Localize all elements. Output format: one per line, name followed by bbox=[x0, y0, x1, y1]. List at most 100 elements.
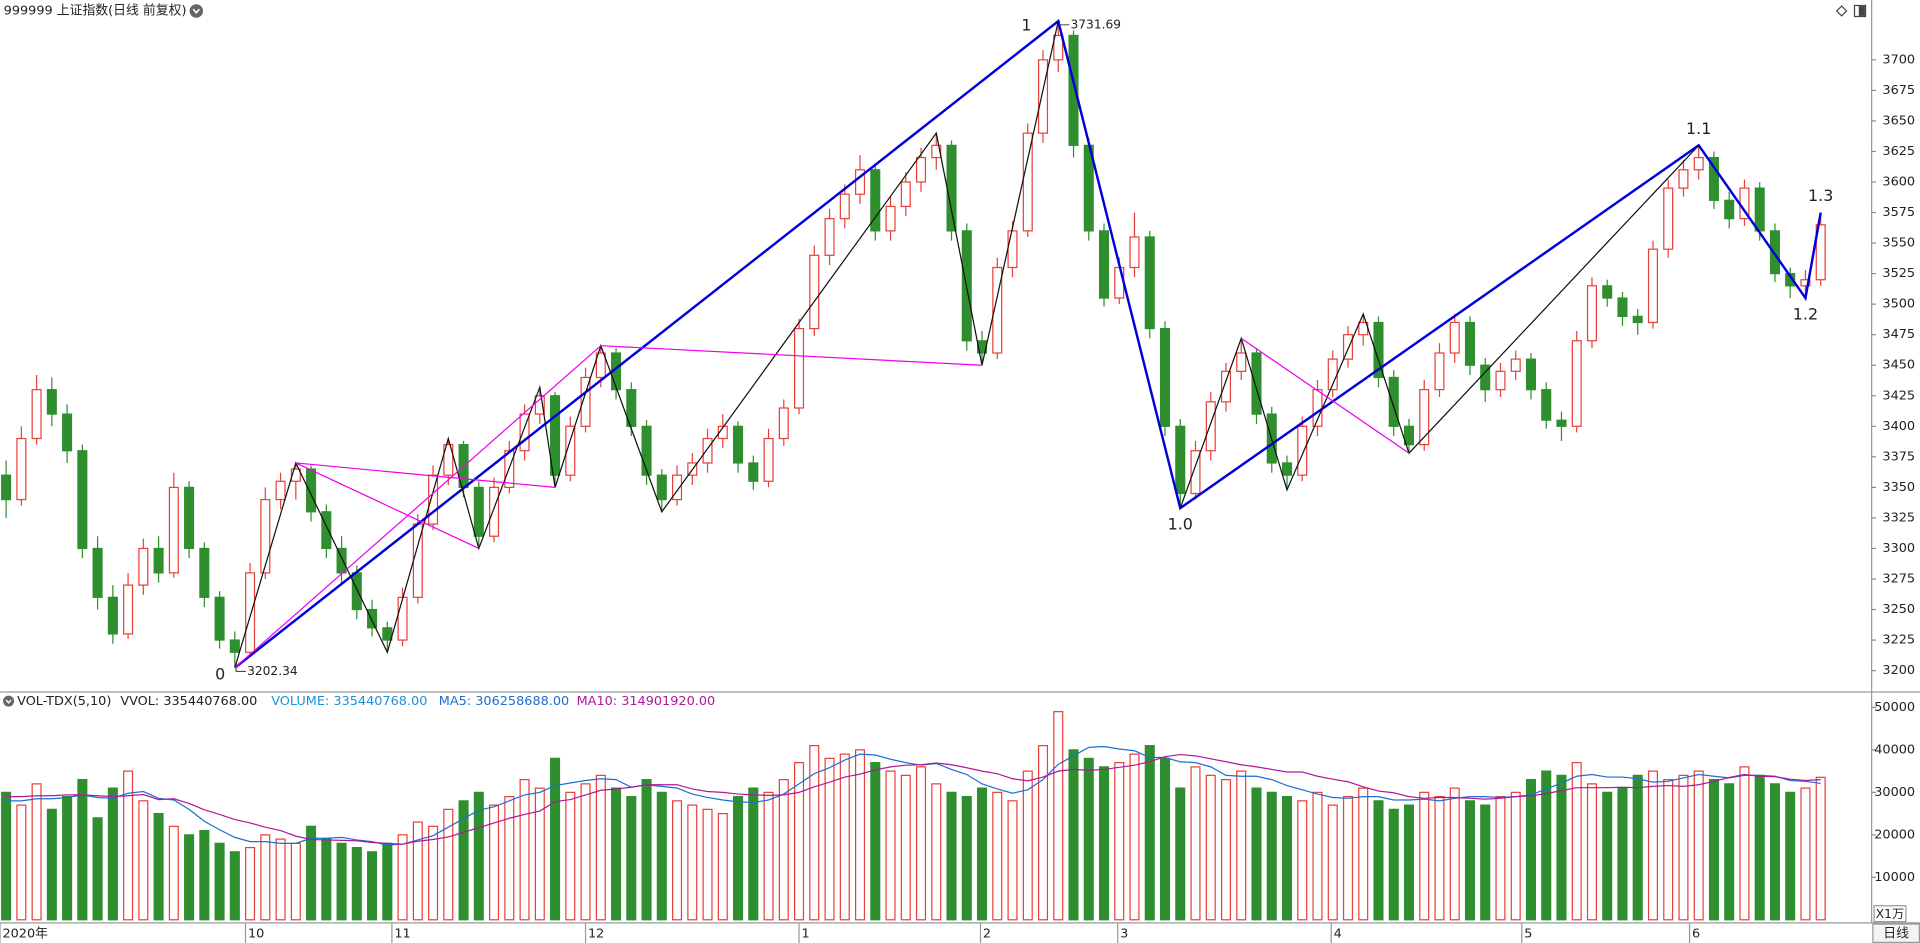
volume-bar bbox=[428, 825, 439, 921]
volume-bar bbox=[1724, 783, 1735, 921]
candle-body bbox=[1586, 285, 1598, 342]
dropdown-arrow[interactable] bbox=[5, 699, 12, 705]
volume-bar bbox=[733, 795, 744, 921]
volume-bar bbox=[412, 821, 423, 921]
candle-body bbox=[1190, 450, 1201, 495]
volume-bar bbox=[763, 791, 774, 921]
wave-label: 0 bbox=[215, 665, 225, 684]
volume-bar bbox=[306, 825, 317, 921]
volume-bar bbox=[748, 787, 759, 921]
volume-bar bbox=[1525, 779, 1537, 921]
volume-bar bbox=[1, 791, 12, 921]
volume-bar bbox=[626, 795, 637, 921]
y-tick-label: 3250 bbox=[1882, 602, 1915, 617]
candle-body bbox=[1419, 389, 1430, 446]
volume-bar bbox=[382, 842, 393, 921]
volume-bar bbox=[824, 757, 835, 921]
indicator-value: VVOL: 335440768.00 bbox=[120, 694, 257, 709]
volume-bar bbox=[687, 804, 698, 921]
volume-bar bbox=[854, 749, 866, 921]
candle-body bbox=[473, 486, 484, 537]
volume-bar bbox=[946, 791, 957, 921]
candle-body bbox=[1388, 376, 1399, 427]
dropdown-circle[interactable] bbox=[189, 4, 204, 18]
volume-bar bbox=[1297, 800, 1308, 921]
candle-body bbox=[1708, 156, 1719, 201]
candle-body bbox=[428, 474, 439, 525]
volume-bar bbox=[153, 812, 164, 921]
volume-bar bbox=[1129, 753, 1140, 921]
volume-bar bbox=[1678, 774, 1689, 921]
candle-body bbox=[519, 413, 530, 452]
period-button-label[interactable]: 日线 bbox=[1883, 926, 1909, 941]
volume-bar bbox=[16, 804, 27, 921]
title-dropdown[interactable] bbox=[189, 4, 204, 18]
candle-body bbox=[550, 395, 561, 476]
volume-bar bbox=[611, 787, 622, 921]
candle-body bbox=[290, 468, 301, 482]
y-tick-label: 3625 bbox=[1882, 144, 1915, 159]
candle-body bbox=[1236, 352, 1247, 372]
volume-bar bbox=[717, 812, 728, 921]
volume-bar bbox=[885, 770, 896, 921]
volume-bar bbox=[1602, 791, 1613, 921]
candle-body bbox=[1007, 230, 1018, 269]
candle-body bbox=[992, 266, 1003, 354]
candle-body bbox=[138, 547, 149, 586]
candle-body bbox=[626, 389, 637, 427]
volume-bar bbox=[504, 795, 515, 921]
x-tick-label: 2 bbox=[983, 926, 991, 941]
window-icon[interactable] bbox=[1853, 4, 1867, 18]
volume-bar bbox=[1175, 787, 1186, 921]
candle-body bbox=[580, 376, 591, 427]
volume-bar bbox=[229, 851, 240, 921]
volume-bar bbox=[534, 787, 545, 921]
candle-body bbox=[46, 389, 57, 415]
candle-body bbox=[931, 144, 942, 159]
candle-body bbox=[595, 352, 606, 379]
candle-body bbox=[1800, 279, 1811, 287]
candle-body bbox=[870, 169, 881, 232]
dropdown-circle[interactable] bbox=[3, 695, 15, 707]
candle-body bbox=[824, 218, 835, 256]
candle-body bbox=[168, 486, 179, 574]
volume-bar bbox=[1708, 779, 1719, 921]
candle-body bbox=[793, 327, 805, 409]
candle-body bbox=[1617, 297, 1628, 317]
wave-line bbox=[234, 345, 983, 669]
x-tick-label: 2020年 bbox=[2, 926, 48, 941]
header-backdrop bbox=[0, 0, 196, 21]
volume-bar bbox=[46, 808, 57, 921]
volume-bar bbox=[1236, 770, 1247, 921]
volume-bar bbox=[1663, 779, 1674, 921]
volume-bar bbox=[1266, 791, 1277, 921]
x-tick-label: 6 bbox=[1692, 926, 1700, 941]
candle-body bbox=[1251, 352, 1262, 415]
candle-body bbox=[702, 437, 713, 464]
y-tick-label: 3600 bbox=[1882, 175, 1915, 190]
volume-bar bbox=[336, 842, 347, 921]
x-tick-label: 10 bbox=[248, 926, 264, 941]
candle-body bbox=[809, 254, 820, 330]
volume-bar bbox=[1373, 800, 1384, 921]
x-tick-label: 1 bbox=[801, 926, 809, 941]
candle-body bbox=[245, 572, 256, 653]
dropdown-arrow[interactable] bbox=[192, 8, 200, 15]
volume-bar bbox=[702, 808, 713, 921]
diamond-icon[interactable] bbox=[1835, 5, 1848, 17]
wave-line bbox=[1240, 337, 1410, 454]
y-tick-label: 3300 bbox=[1882, 541, 1915, 556]
volume-bar bbox=[397, 834, 408, 921]
volume-bar bbox=[31, 783, 42, 921]
volume-bar bbox=[290, 842, 301, 921]
wave-label: 1 bbox=[1021, 16, 1031, 35]
indicator-dropdown[interactable] bbox=[3, 695, 15, 707]
volume-bar bbox=[214, 842, 225, 921]
volume-bar bbox=[1632, 774, 1643, 921]
volume-bar bbox=[931, 783, 942, 921]
price-pointer bbox=[235, 667, 246, 672]
period-button[interactable] bbox=[1872, 923, 1920, 943]
candle-body bbox=[1281, 462, 1293, 476]
candle-body bbox=[1449, 321, 1460, 354]
